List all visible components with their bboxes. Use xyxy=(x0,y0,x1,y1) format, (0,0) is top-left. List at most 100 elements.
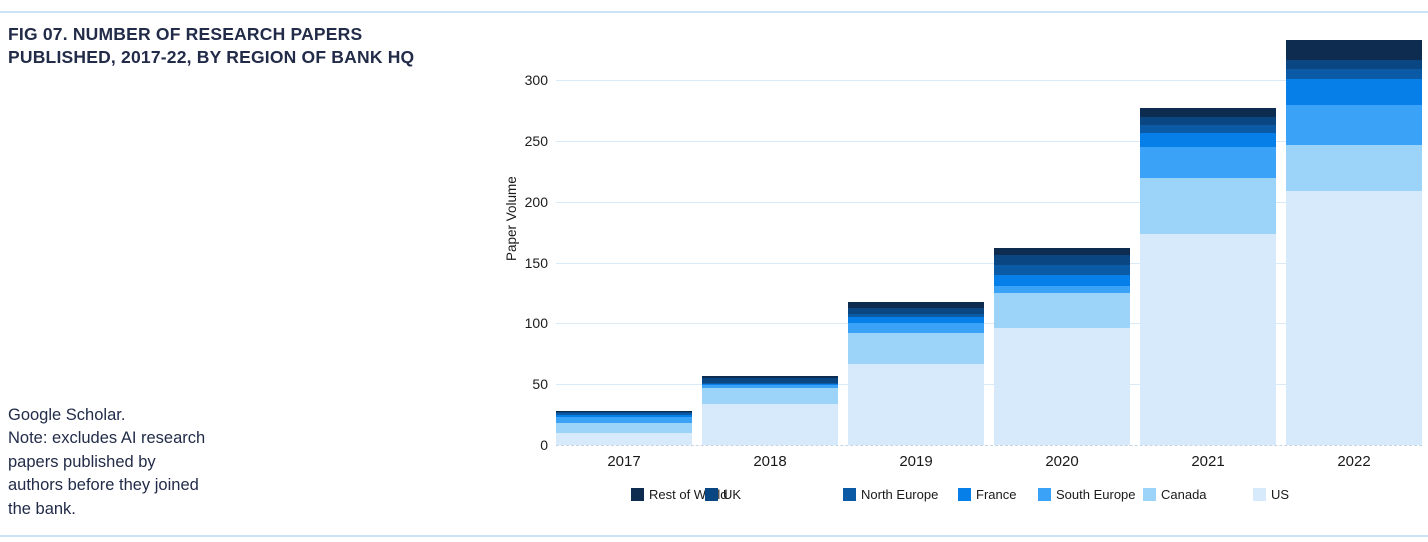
bar-segment-us xyxy=(1286,190,1422,445)
source-note: Google Scholar. Note: excludes AI researc… xyxy=(8,404,298,521)
gridline-100 xyxy=(556,323,1422,325)
bar-segment-north-europe xyxy=(1140,125,1276,133)
legend-label: South Europe xyxy=(1056,487,1136,502)
bar-segment-uk xyxy=(1140,116,1276,126)
gridline-250 xyxy=(556,141,1422,143)
legend-swatch-north-europe xyxy=(843,488,856,501)
legend-swatch-rest-of-world xyxy=(631,488,644,501)
bar-segment-canada xyxy=(702,387,838,404)
bar-segment-uk xyxy=(848,307,984,314)
y-tick-label: 250 xyxy=(524,133,548,150)
legend-swatch-uk xyxy=(705,488,718,501)
bar-segment-rest-of-world xyxy=(1140,108,1276,117)
bar-segment-uk xyxy=(1286,59,1422,70)
bar-segment-france xyxy=(556,414,692,418)
bar-segment-canada xyxy=(1140,177,1276,234)
bar-segment-france xyxy=(848,317,984,324)
bars-container xyxy=(556,39,1422,445)
bar-segment-south-europe xyxy=(1286,104,1422,145)
bar-segment-rest-of-world xyxy=(848,301,984,308)
plot-area: 0 50 100 150 200 250 300 xyxy=(525,39,1422,453)
legend-swatch-south-europe xyxy=(1038,488,1051,501)
gridline-150 xyxy=(556,262,1422,264)
x-tick-label-2017: 2017 xyxy=(607,453,641,470)
gridline-300 xyxy=(556,80,1422,82)
bottom-divider xyxy=(0,535,1428,537)
source-note-line: papers published by xyxy=(8,452,156,471)
bar-2020 xyxy=(994,248,1130,445)
source-note-line: Google Scholar. xyxy=(8,406,126,424)
legend-item-us: US xyxy=(1253,487,1289,502)
legend-swatch-canada xyxy=(1143,488,1156,501)
legend-item-canada: Canada xyxy=(1143,487,1207,502)
x-axis-labels: 2017 2018 2019 2020 2021 2022 xyxy=(556,453,1422,470)
bar-segment-north-europe xyxy=(556,413,692,415)
legend-item-france: France xyxy=(958,487,1016,502)
top-divider xyxy=(0,11,1428,13)
bar-segment-north-europe xyxy=(994,265,1130,275)
bar-segment-canada xyxy=(556,423,692,433)
bar-2018 xyxy=(702,375,838,445)
bar-segment-us xyxy=(702,403,838,445)
bar-segment-us xyxy=(848,363,984,445)
bar-segment-us xyxy=(994,328,1130,445)
y-tick-label: 150 xyxy=(524,254,548,271)
bar-2022 xyxy=(1286,40,1422,445)
bar-segment-france xyxy=(1286,79,1422,105)
gridline-50 xyxy=(556,384,1422,386)
bar-segment-south-europe xyxy=(848,323,984,334)
y-tick-label: 200 xyxy=(524,193,548,210)
gridline-0 xyxy=(556,445,1422,446)
legend-label: France xyxy=(976,487,1017,502)
bar-segment-canada xyxy=(994,293,1130,329)
x-tick-label-2022: 2022 xyxy=(1337,453,1371,470)
bar-segment-south-europe xyxy=(1140,147,1276,178)
legend-item-north-europe: North Europe xyxy=(843,487,938,502)
source-note-line: the bank. xyxy=(8,499,76,518)
bar-segment-rest-of-world xyxy=(1286,40,1422,60)
bar-segment-uk xyxy=(556,412,692,414)
bar-segment-canada xyxy=(1286,144,1422,191)
x-tick-label-2020: 2020 xyxy=(1045,453,1079,470)
y-axis-label: Paper Volume xyxy=(504,176,519,261)
legend-swatch-us xyxy=(1253,488,1266,501)
bar-segment-south-europe xyxy=(556,417,692,424)
bar-segment-north-europe xyxy=(848,313,984,318)
bar-segment-rest-of-world xyxy=(994,248,1130,256)
bar-segment-canada xyxy=(848,333,984,364)
bar-segment-uk xyxy=(702,378,838,384)
x-tick-label-2019: 2019 xyxy=(899,453,933,470)
legend-item-uk: UK xyxy=(705,487,741,502)
bar-segment-us xyxy=(1140,233,1276,445)
chart-legend: Rest of World UK North Europe France South E… xyxy=(0,487,1428,505)
x-tick-label-2018: 2018 xyxy=(753,453,787,470)
legend-swatch-france xyxy=(958,488,971,501)
y-tick-label: 300 xyxy=(524,72,548,89)
bar-2021 xyxy=(1140,108,1276,445)
legend-label: North Europe xyxy=(861,487,939,502)
y-tick-label: 0 xyxy=(540,437,548,453)
legend-label: UK xyxy=(723,487,742,502)
y-tick-label: 100 xyxy=(524,315,548,332)
legend-label: Canada xyxy=(1161,487,1207,502)
bar-segment-france xyxy=(702,384,838,386)
bar-segment-rest-of-world xyxy=(702,375,838,379)
source-note-line: authors before they joined xyxy=(8,476,199,495)
bar-segment-us xyxy=(556,432,692,445)
bar-segment-france xyxy=(1140,132,1276,148)
bar-2017 xyxy=(556,411,692,445)
bar-segment-north-europe xyxy=(702,383,838,385)
source-note-line: Note: excludes AI research xyxy=(8,429,206,448)
bar-segment-rest-of-world xyxy=(556,411,692,413)
bar-segment-france xyxy=(994,274,1130,286)
legend-item-south-europe: South Europe xyxy=(1038,487,1136,502)
gridline-200 xyxy=(556,201,1422,203)
x-tick-label-2021: 2021 xyxy=(1191,453,1225,470)
figure-title: FIG 07. NUMBER OF RESEARCH PAPERS PUBLIS… xyxy=(8,24,415,68)
bar-segment-uk xyxy=(994,255,1130,266)
bar-segment-south-europe xyxy=(994,285,1130,294)
bar-segment-south-europe xyxy=(702,385,838,388)
legend-label: US xyxy=(1271,487,1290,502)
bar-segment-north-europe xyxy=(1286,69,1422,80)
